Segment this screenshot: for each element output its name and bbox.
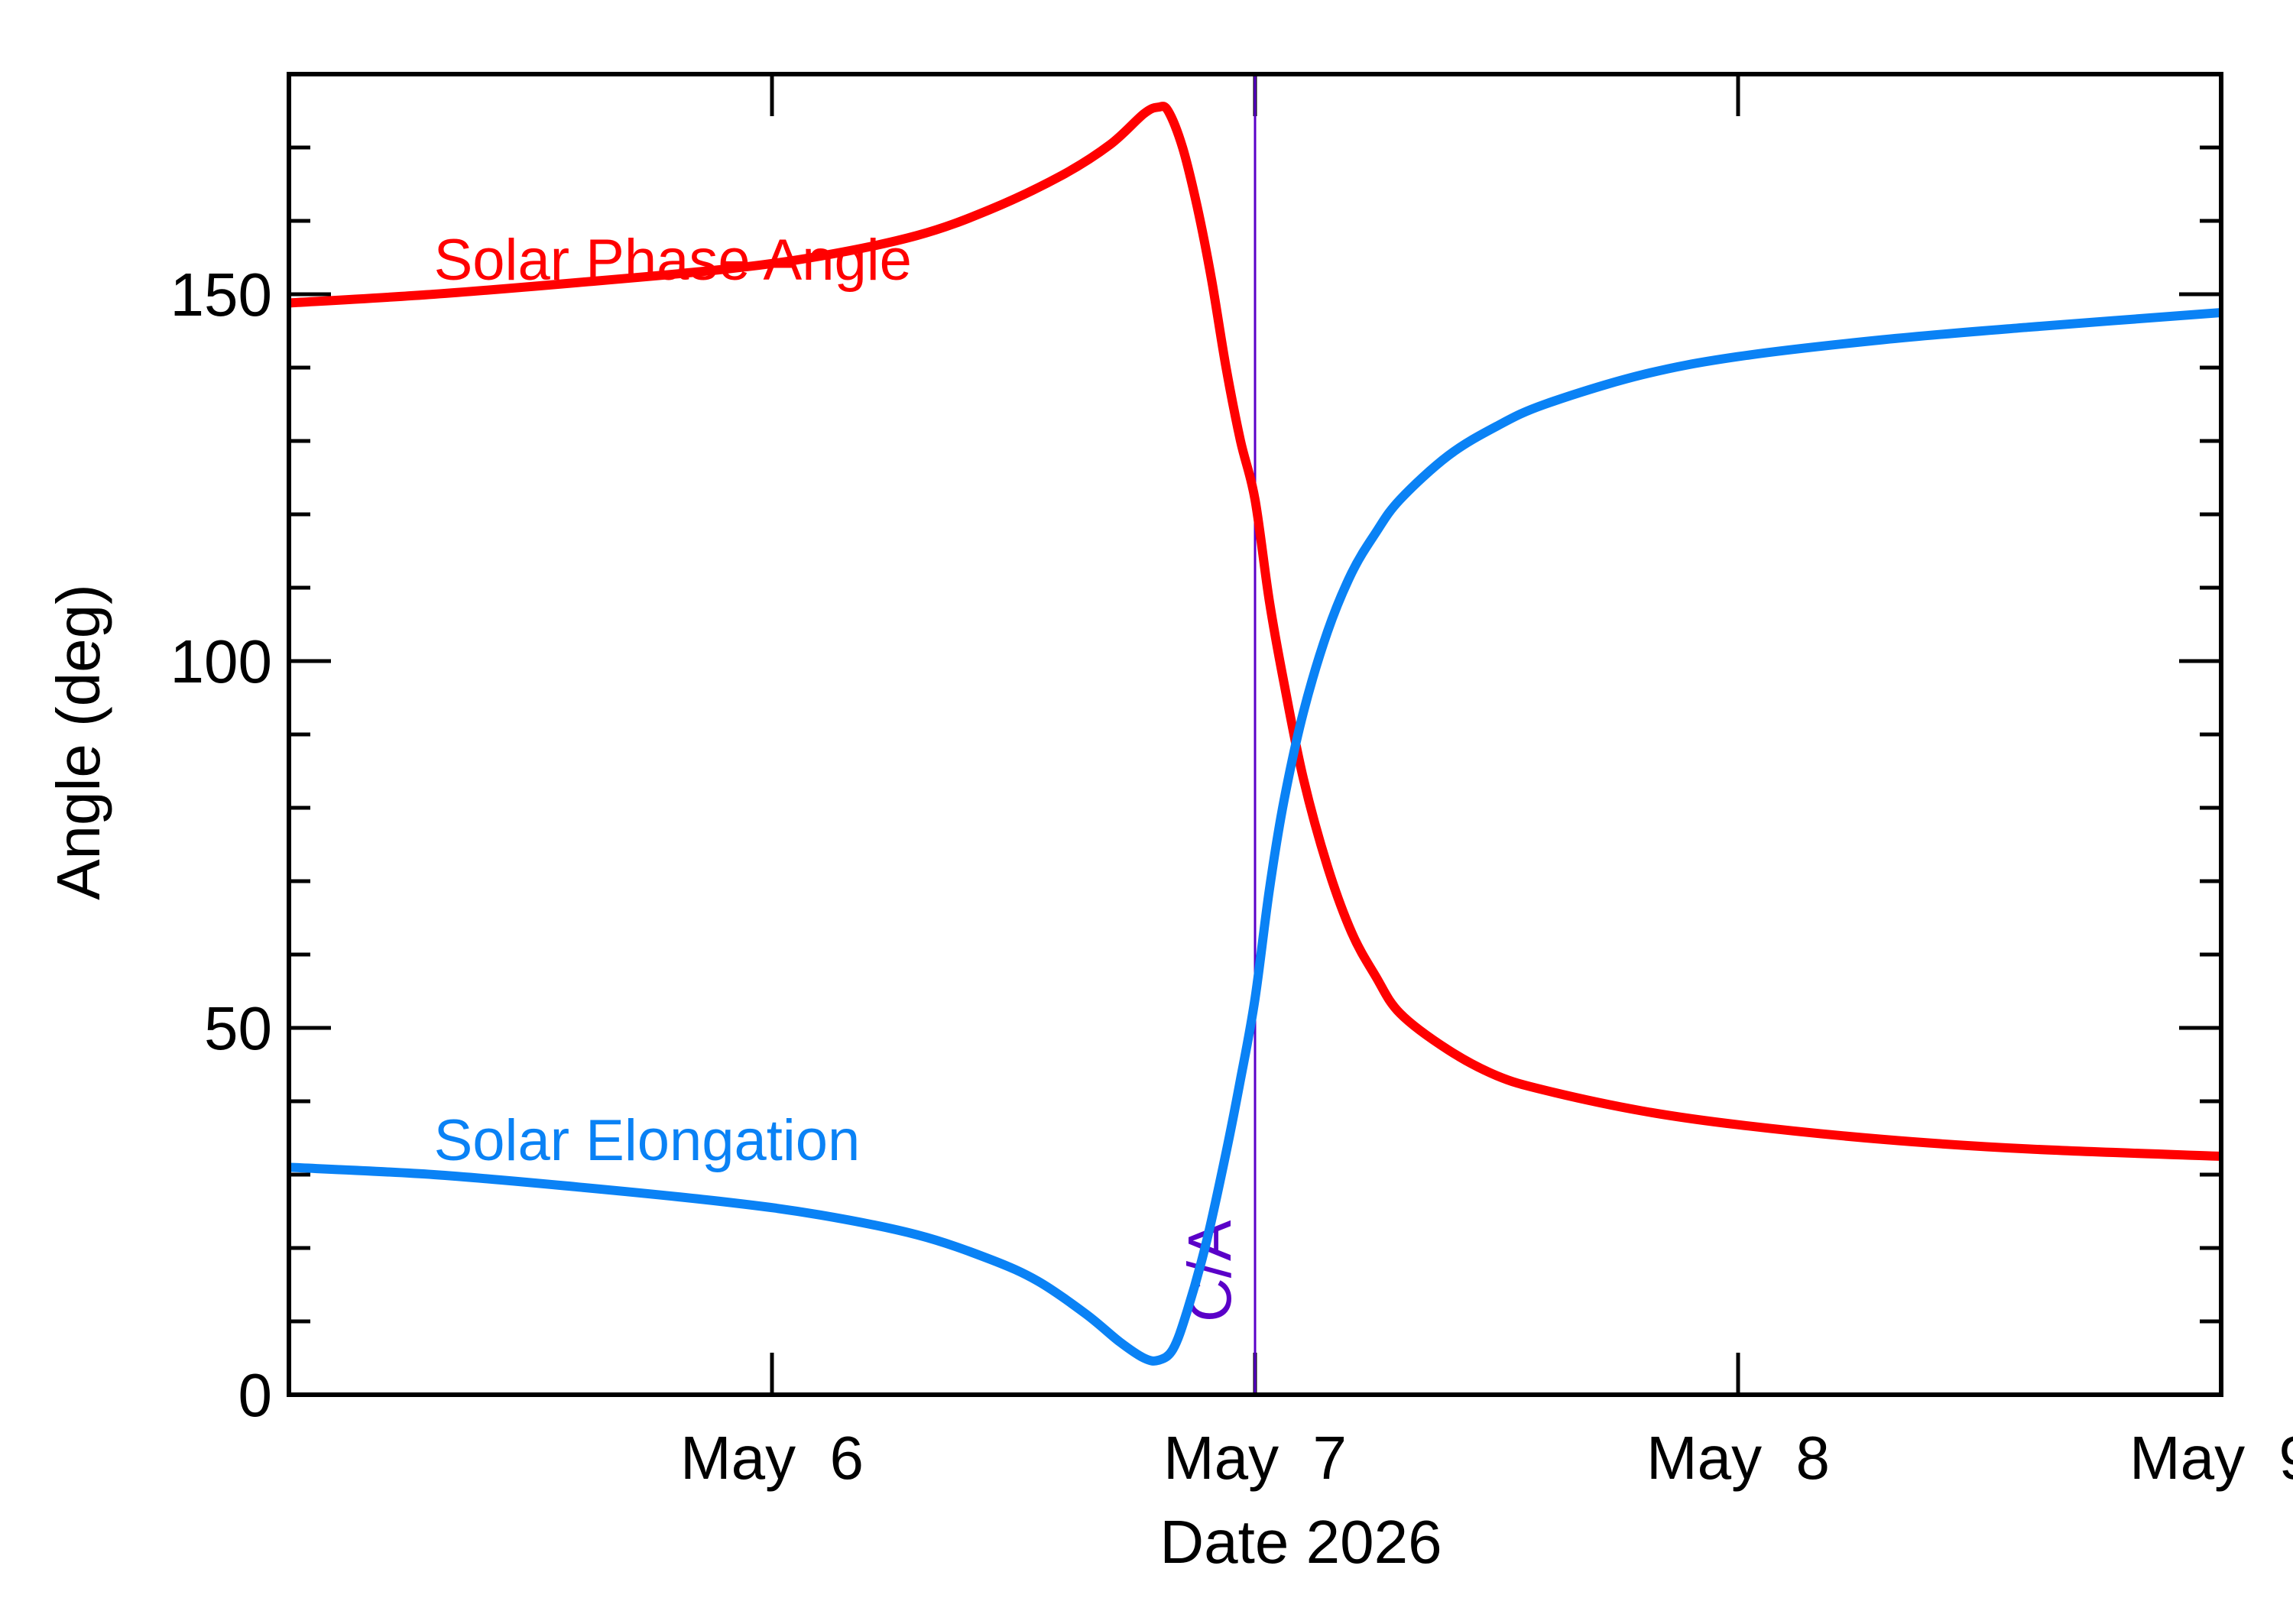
series-line-solar-phase-angle xyxy=(288,102,2222,1161)
x-tick-label: May 7 xyxy=(1163,1424,1347,1492)
series-label-solar-elongation: Solar Elongation xyxy=(434,1108,861,1173)
y-tick-label: 150 xyxy=(170,261,272,329)
series-lines xyxy=(288,102,2222,1366)
x-axis-title: Date 2026 xyxy=(1159,1508,1442,1576)
y-tick-label: 100 xyxy=(170,627,272,695)
series-labels: Solar Phase Angle Solar Elongation xyxy=(434,228,912,1173)
y-tick-label: 0 xyxy=(238,1361,273,1429)
tick-labels: 0 50 100 150 May 6 May 7 May 8 May 9 xyxy=(170,261,2293,1492)
x-tick-label: May 6 xyxy=(680,1424,864,1492)
series-label-solar-phase-angle: Solar Phase Angle xyxy=(434,228,912,293)
series-line-solar-elongation xyxy=(288,308,2222,1366)
y-tick-label: 50 xyxy=(204,994,272,1062)
x-tick-label: May 9 xyxy=(2129,1424,2293,1492)
x-tick-label: May 8 xyxy=(1646,1424,1830,1492)
y-axis-title: Angle (deg) xyxy=(44,584,112,900)
plot-frame xyxy=(287,72,2223,1397)
